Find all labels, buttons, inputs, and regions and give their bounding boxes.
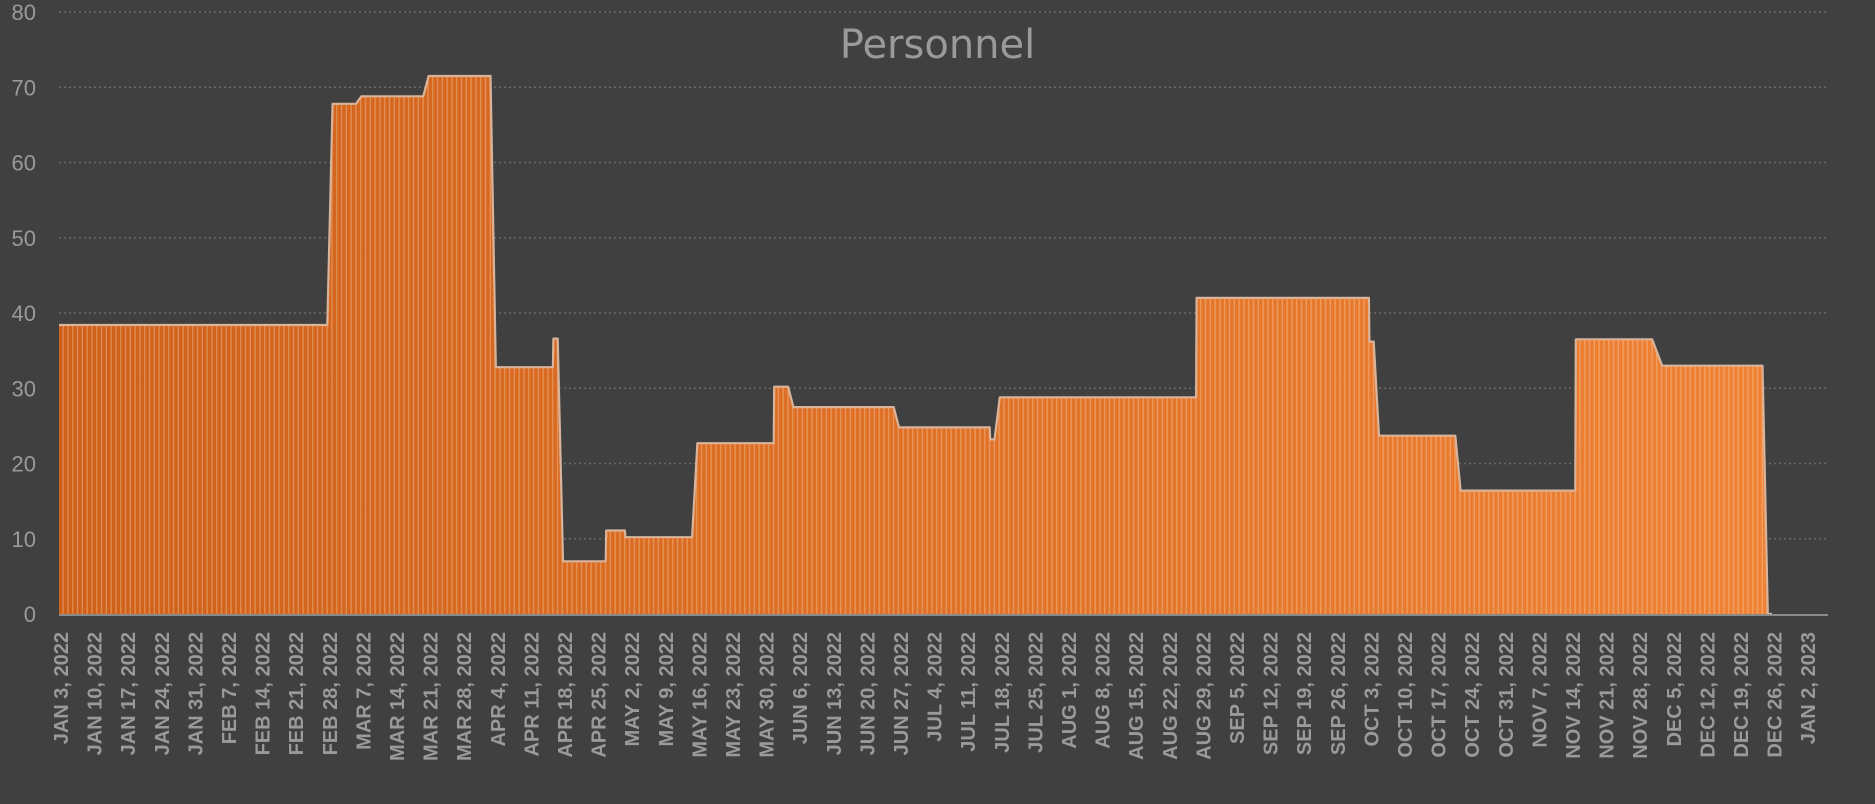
x-tick-label: JUL 25, 2022 [1025, 632, 1047, 753]
x-tick-label: MAR 14, 2022 [387, 632, 409, 761]
x-tick-label: JUL 11, 2022 [958, 632, 980, 752]
x-tick-label: MAR 28, 2022 [454, 632, 476, 761]
x-tick-label: DEC 19, 2022 [1731, 632, 1753, 758]
x-tick-label: OCT 17, 2022 [1429, 632, 1451, 758]
x-tick-label: APR 4, 2022 [488, 632, 510, 747]
x-tick-label: JAN 24, 2022 [152, 632, 174, 755]
x-tick-label: JUN 27, 2022 [891, 632, 913, 755]
x-tick-label: AUG 1, 2022 [1059, 632, 1081, 749]
x-tick-label: SEP 19, 2022 [1294, 632, 1316, 755]
x-tick-label: AUG 22, 2022 [1160, 632, 1182, 760]
x-tick-label: JAN 31, 2022 [185, 632, 207, 755]
y-tick-label: 30 [12, 376, 36, 401]
x-tick-label: AUG 15, 2022 [1126, 632, 1148, 760]
x-tick-label: AUG 29, 2022 [1193, 632, 1215, 760]
y-tick-label: 70 [12, 75, 36, 100]
chart-title: Personnel [839, 22, 1036, 68]
x-tick-label: APR 18, 2022 [555, 632, 577, 758]
x-tick-label: MAR 7, 2022 [353, 632, 375, 750]
x-tick-label: OCT 31, 2022 [1496, 632, 1518, 758]
x-tick-label: MAY 30, 2022 [757, 632, 779, 758]
y-tick-label: 50 [12, 226, 36, 251]
x-tick-label: MAY 9, 2022 [656, 632, 678, 747]
y-tick-label: 0 [24, 602, 36, 627]
x-tick-label: NOV 7, 2022 [1529, 632, 1551, 748]
x-tick-label: JUN 20, 2022 [857, 632, 879, 755]
x-tick-label: JAN 17, 2022 [118, 632, 140, 755]
x-tick-label: FEB 7, 2022 [219, 632, 241, 744]
x-tick-label: OCT 10, 2022 [1395, 632, 1417, 758]
x-tick-label: MAY 23, 2022 [723, 632, 745, 758]
x-tick-label: JAN 3, 2022 [51, 632, 73, 744]
x-tick-label: SEP 5, 2022 [1227, 632, 1249, 744]
x-tick-label: OCT 3, 2022 [1361, 632, 1383, 747]
x-tick-label: DEC 26, 2022 [1765, 632, 1787, 758]
x-tick-label: FEB 14, 2022 [253, 632, 275, 755]
x-tick-label: JAN 10, 2022 [85, 632, 107, 755]
x-tick-label: JUL 18, 2022 [992, 632, 1014, 753]
y-tick-label: 40 [12, 301, 36, 326]
x-tick-label: JUN 6, 2022 [790, 632, 812, 744]
x-tick-label: MAY 2, 2022 [622, 632, 644, 747]
x-tick-label: OCT 24, 2022 [1462, 632, 1484, 758]
x-tick-label: NOV 28, 2022 [1630, 632, 1652, 759]
x-tick-label: DEC 12, 2022 [1697, 632, 1719, 758]
x-tick-label: NOV 21, 2022 [1597, 632, 1619, 759]
x-tick-label: SEP 12, 2022 [1261, 632, 1283, 755]
x-tick-label: FEB 28, 2022 [320, 632, 342, 755]
x-tick-label: APR 11, 2022 [521, 632, 543, 757]
x-tick-label: DEC 5, 2022 [1664, 632, 1686, 747]
y-tick-label: 20 [12, 452, 36, 477]
daily-column-stripes [59, 76, 1773, 614]
x-tick-label: AUG 8, 2022 [1093, 632, 1115, 749]
x-tick-label: JUL 4, 2022 [925, 632, 947, 742]
y-tick-label: 10 [12, 527, 36, 552]
x-tick-label: SEP 26, 2022 [1328, 632, 1350, 755]
x-tick-label: MAY 16, 2022 [689, 632, 711, 758]
x-tick-label: NOV 14, 2022 [1563, 632, 1585, 759]
x-tick-label: MAR 21, 2022 [421, 632, 443, 761]
y-tick-label: 60 [12, 151, 36, 176]
x-tick-label: APR 25, 2022 [589, 632, 611, 758]
x-tick-label: JUN 13, 2022 [824, 632, 846, 755]
y-tick-label: 80 [12, 0, 36, 25]
x-tick-label: JAN 2, 2023 [1798, 632, 1820, 744]
area-outline [59, 74, 1773, 616]
x-tick-label: FEB 21, 2022 [286, 632, 308, 755]
